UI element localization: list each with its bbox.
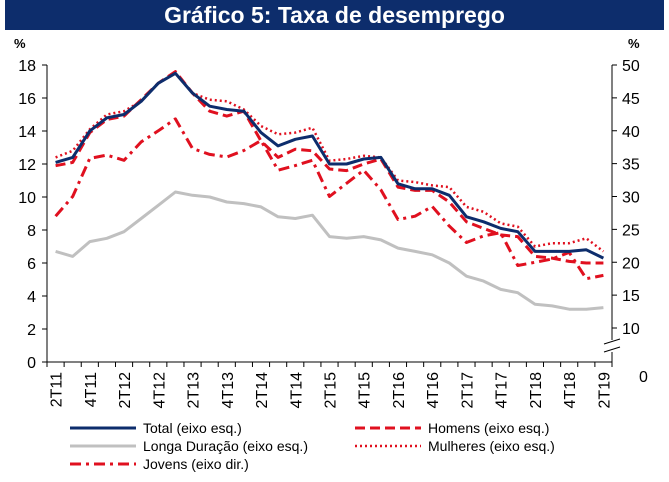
right-tick-label: 30 (622, 190, 640, 207)
left-tick-label: 18 (18, 58, 36, 75)
right-tick-label: 10 (622, 321, 640, 338)
series-line-jovens (54, 117, 604, 281)
right-tick-label: 25 (622, 222, 640, 239)
legend-label-jovens: Jovens (eixo dir.) (143, 456, 249, 472)
legend-label-homens: Homens (eixo esq.) (428, 420, 549, 436)
right-unit-label: % (628, 36, 640, 51)
legend-label-mulheres: Mulheres (eixo esq.) (428, 438, 555, 454)
x-tick-label: 2T19 (596, 372, 613, 409)
x-tick-label: 4T17 (494, 372, 511, 409)
right-tick-label: 20 (622, 255, 640, 272)
x-tick-label: 4T18 (562, 372, 579, 409)
left-tick-label: 10 (18, 190, 36, 207)
chart-legend: Total (eixo esq.) Homens (eixo esq.) Longa… (70, 420, 555, 472)
x-tick-label: 2T16 (391, 372, 408, 409)
x-tick-label: 2T13 (186, 372, 203, 409)
x-axis-labels: 2T11 4T11 2T12 4T12 2T13 4T13 2T14 4T14 2T15 4T15… (49, 372, 614, 409)
x-tick-label: 2T18 (528, 372, 545, 409)
right-tick-label: 50 (622, 58, 640, 75)
x-tick-label: 2T17 (459, 372, 476, 409)
x-tick-label: 2T11 (49, 372, 66, 407)
x-tick-label: 4T15 (357, 372, 374, 409)
chart-title: Gráfico 5: Taxa de desemprego (5, 0, 664, 30)
chart-axes: 0 2 4 6 8 10 12 14 16 18% 10 15 20 25 30 35 40 45 50 0% (14, 36, 648, 386)
right-zero-label: 0 (639, 369, 648, 386)
left-tick-label: 16 (18, 91, 36, 108)
left-tick-label: 2 (27, 322, 36, 339)
right-tick-label: 15 (622, 288, 640, 305)
x-tick-label: 2T12 (117, 372, 134, 409)
x-tick-label: 2T14 (254, 372, 271, 409)
left-tick-label: 12 (18, 157, 36, 174)
x-tick-label: 4T12 (151, 372, 168, 409)
x-tick-label: 4T13 (220, 372, 237, 409)
left-tick-label: 6 (27, 256, 36, 273)
x-tick-label: 4T11 (83, 372, 100, 407)
axis-break-mark (603, 338, 621, 345)
right-tick-label: 35 (622, 157, 640, 174)
x-tick-label: 2T15 (323, 372, 340, 409)
series-line-total (55, 71, 605, 260)
left-tick-label: 0 (27, 355, 36, 372)
left-unit-label: % (14, 36, 26, 51)
x-tick-label: 4T16 (425, 372, 442, 409)
left-tick-label: 8 (27, 223, 36, 240)
legend-label-total: Total (eixo esq.) (143, 420, 242, 436)
right-tick-label: 40 (622, 124, 640, 141)
x-tick-label: 4T14 (288, 372, 305, 409)
series-line-mulheres (55, 72, 605, 253)
right-tick-label: 45 (622, 91, 640, 108)
series-line-longa (55, 190, 604, 311)
chart-series (54, 70, 605, 311)
left-tick-label: 4 (27, 289, 36, 306)
left-tick-label: 14 (18, 124, 36, 141)
axis-break-mark (603, 346, 621, 353)
legend-label-longa: Longa Duração (eixo esq.) (143, 438, 308, 454)
